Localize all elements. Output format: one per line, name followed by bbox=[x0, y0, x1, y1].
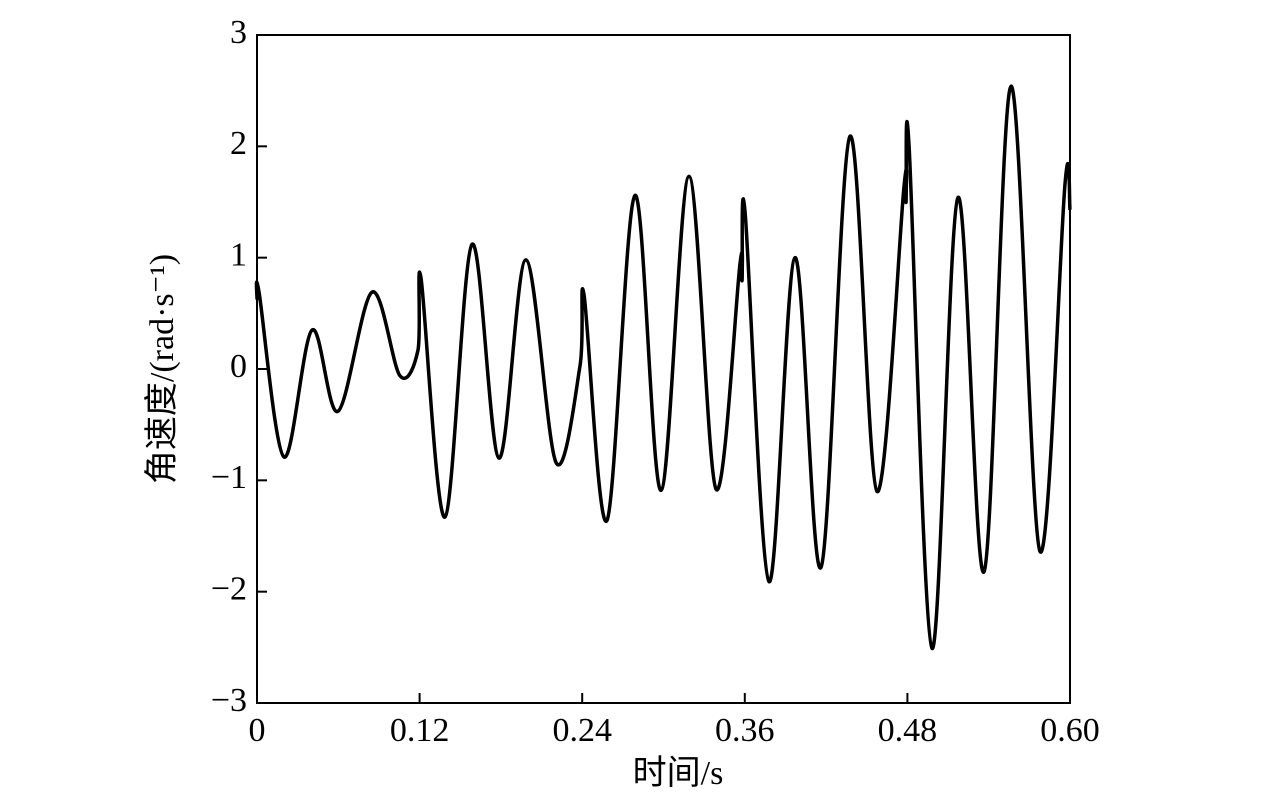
y-tick-label: −1 bbox=[211, 459, 247, 496]
y-axis-label: 角速度/(rad·s⁻¹) bbox=[143, 254, 181, 484]
x-tick-label: 0 bbox=[249, 712, 266, 749]
y-tick-label: −2 bbox=[211, 570, 247, 607]
y-tick-label: 2 bbox=[230, 125, 247, 162]
x-tick-label: 0.60 bbox=[1040, 712, 1100, 749]
x-tick-label: 0.36 bbox=[715, 712, 775, 749]
y-tick-label: 3 bbox=[230, 14, 247, 51]
x-tick-label: 0.12 bbox=[390, 712, 450, 749]
y-tick-label: −3 bbox=[211, 682, 247, 719]
y-tick-label: 1 bbox=[230, 236, 247, 273]
x-tick-label: 0.24 bbox=[552, 712, 612, 749]
y-tick-label: 0 bbox=[230, 348, 247, 385]
x-tick-label: 0.48 bbox=[878, 712, 938, 749]
data-line bbox=[254, 84, 1072, 651]
x-axis-label: 时间/s bbox=[633, 755, 724, 792]
